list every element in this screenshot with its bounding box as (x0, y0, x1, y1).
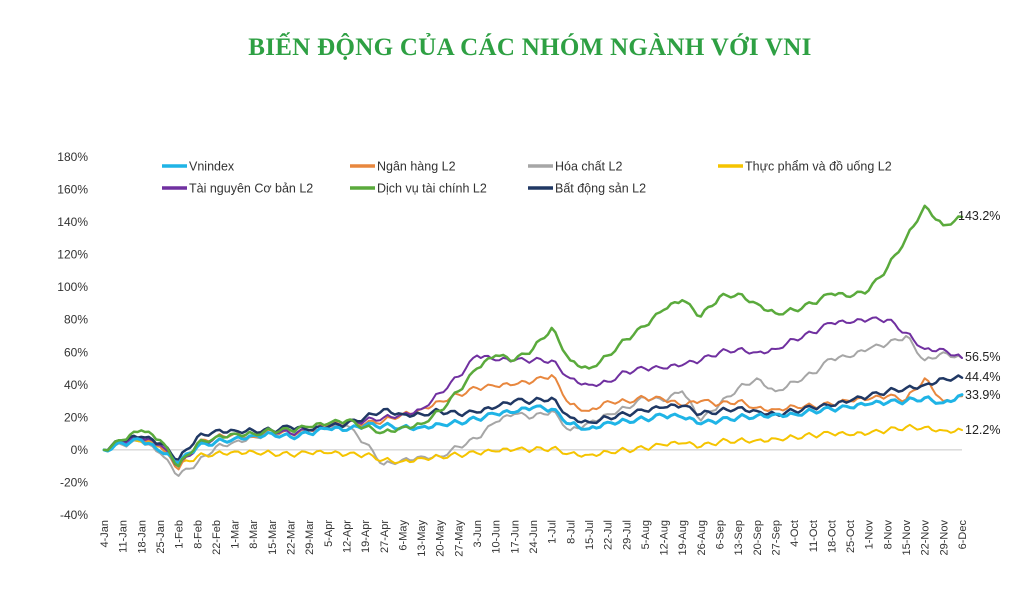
y-tick-label: 0% (71, 443, 89, 457)
x-tick-label: 1-Feb (174, 520, 186, 549)
x-tick-label: 22-Jul (603, 520, 615, 550)
x-tick-label: 19-Aug (677, 520, 689, 555)
x-tick-label: 13-May (416, 520, 428, 557)
legend-label: Ngân hàng L2 (377, 160, 456, 174)
x-tick-label: 1-Jul (547, 520, 559, 544)
y-tick-label: 80% (64, 313, 88, 327)
series-end-label: 44.4% (965, 370, 1000, 384)
x-tick-label: 4-Oct (789, 520, 801, 547)
x-tick-label: 18-Jan (136, 520, 148, 554)
x-tick-label: 6-Dec (957, 520, 969, 550)
y-axis: 180% 160% 140% 120% 100% 80% 60% 40% 20% 0% -20% -4… (57, 150, 88, 522)
series-line (103, 374, 963, 471)
x-tick-label: 15-Mar (267, 520, 279, 555)
x-tick-label: 15-Jul (584, 520, 596, 550)
y-tick-label: 20% (64, 410, 88, 424)
y-tick-label: 40% (64, 378, 88, 392)
x-tick-label: 26-Aug (696, 520, 708, 555)
x-tick-label: 18-Oct (826, 520, 838, 553)
x-tick-label: 12-Aug (659, 520, 671, 555)
y-tick-label: 180% (57, 150, 88, 164)
x-tick-label: 20-May (435, 520, 447, 557)
legend-label: Tài nguyên Cơ bản L2 (189, 182, 313, 196)
y-tick-label: -40% (60, 508, 88, 522)
x-tick-label: 1-Nov (864, 520, 876, 550)
x-tick-label: 27-May (453, 520, 465, 557)
end-labels: 33.9% 12.2% 56.5% 143.2% 44.4% (958, 209, 1000, 437)
x-tick-label: 6-May (397, 520, 409, 551)
legend-label: Dịch vụ tài chính L2 (377, 182, 487, 196)
x-tick-label: 27-Apr (379, 520, 391, 553)
x-tick-label: 29-Nov (938, 520, 950, 556)
y-tick-label: -20% (60, 475, 88, 489)
x-tick-label: 13-Sep (733, 520, 745, 555)
legend-label: Thực phẩm và đồ uống L2 (745, 160, 892, 174)
series-end-label: 56.5% (965, 350, 1000, 364)
x-tick-label: 12-Apr (341, 520, 353, 553)
x-tick-label: 22-Mar (286, 520, 298, 555)
chart-title: BIẾN ĐỘNG CỦA CÁC NHÓM NGÀNH VỚI VNI (248, 34, 812, 61)
y-tick-label: 60% (64, 345, 88, 359)
x-tick-label: 3-Jun (472, 520, 484, 548)
x-tick-label: 11-Jan (118, 520, 130, 553)
legend-label: Vnindex (189, 160, 235, 174)
y-tick-label: 160% (57, 183, 88, 197)
legend-label: Bất động sản L2 (555, 182, 646, 196)
series-lines (102, 204, 964, 477)
series-end-label: 143.2% (958, 209, 1000, 223)
y-tick-label: 120% (57, 248, 88, 262)
x-tick-label: 8-Jul (565, 520, 577, 544)
x-tick-label: 22-Nov (920, 520, 932, 556)
x-axis: 4-Jan 11-Jan 18-Jan 25-Jan 1-Feb 8-Feb 22-Feb 1… (99, 520, 969, 557)
series-line (102, 393, 964, 465)
x-tick-label: 8-Nov (882, 520, 894, 550)
series-line (102, 374, 964, 461)
x-tick-label: 25-Jan (155, 520, 167, 554)
x-tick-label: 19-Apr (360, 520, 372, 553)
legend-label: Hóa chất L2 (555, 160, 622, 174)
x-tick-label: 29-Mar (304, 520, 316, 555)
x-tick-label: 1-Mar (230, 520, 242, 549)
x-tick-label: 10-Jun (491, 520, 503, 554)
series-end-label: 12.2% (965, 423, 1000, 437)
x-tick-label: 17-Jun (509, 520, 521, 554)
x-tick-label: 5-Apr (323, 520, 335, 547)
series-line (103, 423, 963, 468)
x-tick-label: 6-Sep (715, 520, 727, 549)
x-tick-label: 20-Sep (752, 520, 764, 555)
x-tick-label: 5-Aug (640, 520, 652, 549)
x-tick-label: 4-Jan (99, 520, 111, 548)
y-tick-label: 100% (57, 280, 88, 294)
x-tick-label: 27-Sep (770, 520, 782, 555)
x-tick-label: 11-Oct (808, 520, 820, 552)
y-tick-label: 140% (57, 215, 88, 229)
x-tick-label: 15-Nov (901, 520, 913, 556)
series-line (102, 204, 964, 468)
x-tick-label: 22-Feb (211, 520, 223, 555)
series-end-label: 33.9% (965, 388, 1000, 402)
x-tick-label: 24-Jun (528, 520, 540, 554)
x-tick-label: 8-Mar (248, 520, 260, 549)
x-tick-label: 25-Oct (845, 520, 857, 553)
legend: Vnindex Ngân hàng L2 Hóa chất L2 Thực phẩm … (162, 160, 892, 196)
x-tick-label: 29-Jul (621, 520, 633, 550)
x-tick-label: 8-Feb (192, 520, 204, 549)
